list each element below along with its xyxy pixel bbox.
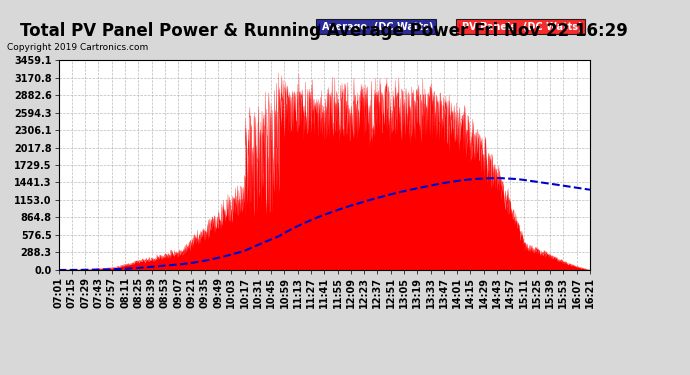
Text: Total PV Panel Power & Running Average Power Fri Nov 22 16:29: Total PV Panel Power & Running Average P… <box>21 22 628 40</box>
Legend: PV Panels  (DC Watts): PV Panels (DC Watts) <box>456 19 585 34</box>
Text: Copyright 2019 Cartronics.com: Copyright 2019 Cartronics.com <box>7 43 148 52</box>
